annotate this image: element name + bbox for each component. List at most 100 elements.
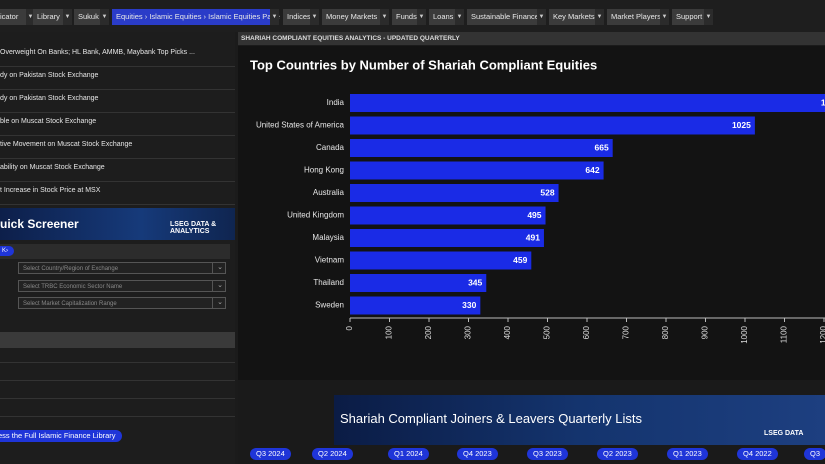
quarter-tab[interactable]: Q4 2022	[737, 448, 778, 460]
x-tick-label: 900	[701, 325, 710, 339]
screener-title: uick Screener	[0, 217, 79, 231]
nav-arrow[interactable]: ▼	[310, 9, 319, 25]
bar	[350, 139, 613, 157]
y-tick-label: Malaysia	[312, 233, 344, 242]
quarter-tab[interactable]: Q3 2023	[527, 448, 568, 460]
x-tick-label: 800	[661, 325, 670, 339]
y-tick-label: Sweden	[315, 301, 344, 310]
screener-banner: uick Screener LSEG DATA & ANALYTICS	[0, 208, 235, 240]
dropdown-arrow: ⌄	[212, 297, 227, 309]
row-line	[0, 380, 235, 381]
y-tick-label: Australia	[313, 188, 345, 197]
nav-item[interactable]: Money Markets	[322, 9, 380, 25]
nav-item[interactable]: icator	[0, 9, 26, 25]
x-tick-label: 300	[464, 325, 473, 339]
value-label: 495	[527, 210, 541, 220]
x-tick-label: 500	[543, 325, 552, 339]
nav-item[interactable]: Sukuk	[74, 9, 100, 25]
quarter-tab[interactable]: Q1 2024	[388, 448, 429, 460]
value-label: 528	[540, 187, 554, 197]
quarter-tab[interactable]: Q3 2024	[250, 448, 291, 460]
bar	[350, 251, 532, 270]
chart: Top Countries by Number of Shariah Compl…	[238, 46, 825, 380]
nav-arrow[interactable]: ▼	[537, 9, 546, 25]
nav-arrow[interactable]: ▼	[26, 9, 35, 25]
quarter-tab[interactable]: Q1 2023	[667, 448, 708, 460]
y-tick-label: United States of America	[256, 121, 345, 130]
value-label: 345	[468, 277, 482, 287]
screener-logo: LSEG DATA & ANALYTICS	[170, 221, 217, 235]
y-tick-label: Thailand	[313, 278, 344, 287]
dropdown[interactable]: Select Country/Region of Exchange	[18, 262, 226, 274]
value-label: 642	[585, 165, 599, 175]
x-tick-label: 1200	[819, 325, 825, 343]
news-item[interactable]: t Increase in Stock Price at MSX	[0, 183, 235, 205]
bar	[350, 184, 559, 202]
row-line	[0, 398, 235, 399]
nav-item[interactable]: Market Players	[607, 9, 661, 25]
nav-arrow[interactable]: ▼	[270, 9, 279, 25]
screener-button[interactable]: K›	[0, 246, 14, 256]
lists-banner: Shariah Compliant Joiners & Leavers Quar…	[334, 395, 825, 445]
nav-arrow[interactable]: ▼	[660, 9, 669, 25]
y-tick-label: Hong Kong	[304, 166, 344, 175]
bar	[350, 116, 755, 135]
value-label: 491	[526, 232, 540, 242]
nav-item[interactable]: Support	[672, 9, 704, 25]
dropdown-arrow: ⌄	[212, 279, 227, 292]
news-item[interactable]: ble on Muscat Stock Exchange	[0, 114, 235, 136]
quarter-tab[interactable]: Q3	[804, 448, 825, 460]
lists-title: Shariah Compliant Joiners & Leavers Quar…	[340, 411, 643, 426]
nav-arrow[interactable]: ▼	[63, 9, 72, 25]
dropdown[interactable]: Select Market Capitalization Range	[18, 297, 226, 309]
row-line	[0, 362, 235, 363]
panel-header: SHARIAH COMPLIANT EQUITIES ANALYTICS - U…	[238, 32, 825, 45]
x-tick-label: 1000	[740, 325, 749, 343]
value-label: 1250	[821, 97, 825, 107]
quarter-tab[interactable]: Q4 2023	[457, 448, 498, 460]
nav-item[interactable]: Key Markets	[549, 9, 595, 25]
nav-item[interactable]: Library	[33, 9, 63, 25]
value-label: 459	[513, 255, 527, 265]
nav-item[interactable]: Loans	[429, 9, 455, 25]
news-item[interactable]: dy on Pakistan Stock Exchange	[0, 68, 235, 90]
nav-item[interactable]: Indices	[283, 9, 311, 25]
nav-item[interactable]: Equities › Islamic Equities › Islamic Eq…	[112, 9, 280, 25]
nav-arrow[interactable]: ▼	[455, 9, 464, 25]
news-item[interactable]: ability on Muscat Stock Exchange	[0, 160, 235, 182]
nav-item[interactable]: Funds	[392, 9, 417, 25]
nav-item[interactable]: Sustainable Finance	[467, 9, 539, 25]
y-tick-label: Canada	[316, 143, 345, 152]
nav-arrow[interactable]: ▼	[100, 9, 109, 25]
nav-arrow[interactable]: ▼	[380, 9, 389, 25]
lists-logo: LSEG DATA	[764, 430, 804, 437]
bar	[350, 229, 544, 247]
nav-arrow[interactable]: ▼	[704, 9, 713, 25]
dropdown[interactable]: Select TRBC Economic Sector Name	[18, 279, 226, 292]
news-item[interactable]: dy on Pakistan Stock Exchange	[0, 91, 235, 113]
bar	[350, 94, 825, 112]
news-item[interactable]: Overweight On Banks; HL Bank, AMMB, Mayb…	[0, 45, 235, 67]
dropdown-arrow: ⌄	[212, 262, 227, 274]
quarter-tab[interactable]: Q2 2024	[312, 448, 353, 460]
bar	[350, 274, 487, 292]
y-tick-label: United Kingdom	[287, 211, 344, 220]
bar	[350, 206, 546, 225]
screener-header: K›	[0, 244, 230, 259]
y-tick-label: Vietnam	[315, 256, 345, 265]
nav-arrow[interactable]: ▼	[595, 9, 604, 25]
bar	[350, 296, 481, 315]
table-header	[0, 332, 235, 348]
bar	[350, 161, 604, 180]
quarter-tab[interactable]: Q2 2023	[597, 448, 638, 460]
nav-arrow[interactable]: ▼	[417, 9, 426, 25]
row-line	[0, 416, 235, 417]
library-button[interactable]: ess the Full Islamic Finance Library	[0, 430, 122, 442]
x-tick-label: 200	[424, 325, 433, 339]
value-label: 330	[462, 300, 476, 310]
x-tick-label: 700	[622, 325, 631, 339]
news-item[interactable]: tive Movement on Muscat Stock Exchange	[0, 137, 235, 159]
x-tick-label: 400	[503, 325, 512, 339]
x-tick-label: 0	[345, 325, 354, 330]
